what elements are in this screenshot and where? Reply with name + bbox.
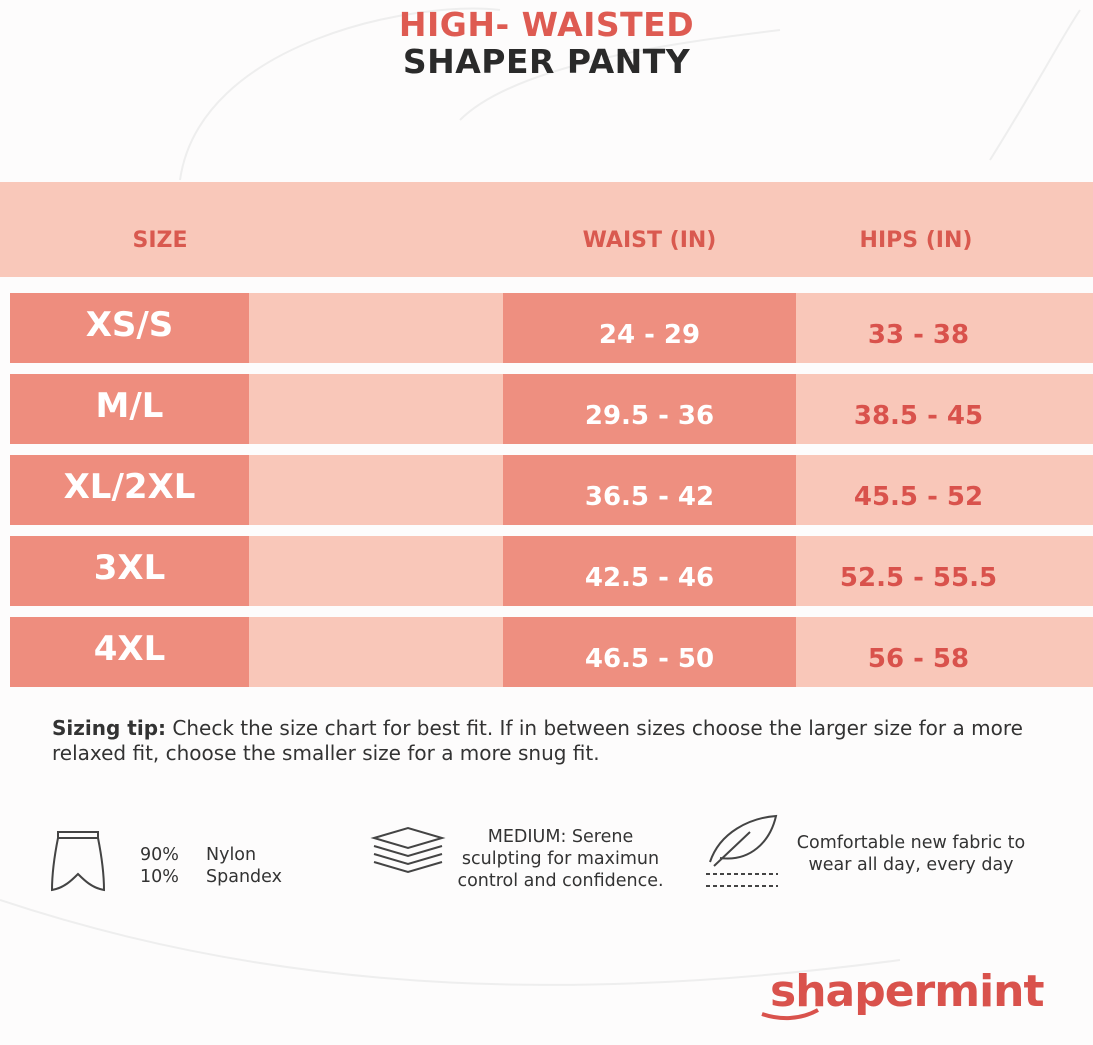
table-header — [0, 182, 1093, 277]
fabric: Spandex — [206, 867, 282, 887]
hips-cell: 38.5 - 45 — [853, 401, 984, 431]
sizing-tip: Sizing tip: Check the size chart for bes… — [52, 716, 1042, 766]
hips-cell: 45.5 - 52 — [853, 482, 984, 512]
size-cell: XL/2XL — [10, 455, 249, 525]
size-cell: 4XL — [10, 617, 249, 687]
percent: 10% — [140, 867, 179, 887]
logo-swoosh — [761, 1008, 819, 1021]
title-line1: HIGH- WAISTED — [398, 5, 695, 44]
percent: 90% — [140, 845, 179, 865]
fabric: Nylon — [206, 845, 257, 865]
waist-cell: 46.5 - 50 — [503, 617, 796, 687]
comfort: Comfortable new fabric to wear all day, … — [796, 833, 1026, 875]
column-header: HIPS (IN) — [859, 228, 973, 253]
size-cell: 3XL — [10, 536, 249, 606]
feather-icon — [706, 814, 778, 887]
waist-cell: 36.5 - 42 — [503, 455, 796, 525]
waist-cell: 42.5 - 46 — [503, 536, 796, 606]
tip-label: Sizing tip: — [52, 716, 167, 740]
layers-icon — [370, 826, 446, 874]
column-header: SIZE — [132, 228, 188, 253]
compression: MEDIUM: Serene sculpting for maximun con… — [457, 827, 664, 891]
panty-icon — [50, 831, 106, 892]
size-cell: M/L — [10, 374, 249, 444]
material: 90% Nylon 10% Spandex — [140, 844, 282, 888]
hips-cell: 52.5 - 55.5 — [839, 563, 998, 593]
waist-cell: 29.5 - 36 — [503, 374, 796, 444]
waist-cell: 24 - 29 — [503, 293, 796, 363]
hips-cell: 33 - 38 — [867, 320, 970, 350]
tip-text: Check the size chart for best fit. If in… — [52, 716, 1023, 765]
brand-logo: shapermint — [770, 966, 1045, 1017]
title-line2: SHAPER PANTY — [402, 42, 691, 81]
column-header: WAIST (IN) — [582, 228, 717, 253]
size-cell: XS/S — [10, 293, 249, 363]
hips-cell: 56 - 58 — [867, 644, 970, 674]
